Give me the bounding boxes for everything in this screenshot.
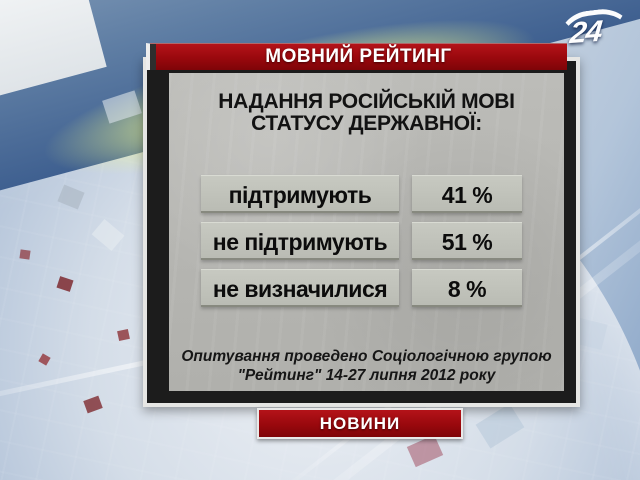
poll-option-value: 8 % <box>412 269 522 307</box>
poll-rows: підтримують 41 % не підтримують 51 % не … <box>169 175 564 307</box>
poll-row: підтримують 41 % <box>201 175 564 213</box>
channel-logo: 24 <box>557 5 635 66</box>
poll-title-line2: СТАТУСУ ДЕРЖАВНОЇ: <box>251 112 482 135</box>
poll-title: НАДАННЯ РОСІЙСЬКІЙ МОВІ СТАТУСУ ДЕРЖАВНО… <box>169 91 564 135</box>
poll-option-value: 51 % <box>412 222 522 260</box>
poll-option-label: підтримують <box>201 175 399 213</box>
poll-row: не визначилися 8 % <box>201 269 564 307</box>
decorative-cube <box>19 249 31 260</box>
poll-option-label: не визначилися <box>201 269 399 307</box>
logo-text: 24 <box>568 14 604 51</box>
poll-option-value: 41 % <box>412 175 522 213</box>
header-banner: МОВНИЙ РЕЙТИНГ <box>146 43 567 70</box>
poll-option-label: не підтримують <box>201 222 399 260</box>
poll-source-line2: "Рейтинг" 14-27 липня 2012 року <box>237 367 496 384</box>
poll-panel-content: НАДАННЯ РОСІЙСЬКІЙ МОВІ СТАТУСУ ДЕРЖАВНО… <box>169 73 564 391</box>
footer-banner: НОВИНИ <box>257 408 463 439</box>
poll-source: Опитування проведено Соціологічною групо… <box>169 347 564 385</box>
poll-source-line1: Опитування проведено Соціологічною групо… <box>181 348 552 365</box>
poll-panel: НАДАННЯ РОСІЙСЬКІЙ МОВІ СТАТУСУ ДЕРЖАВНО… <box>143 57 580 407</box>
poll-row: не підтримують 51 % <box>201 222 564 260</box>
poll-title-line1: НАДАННЯ РОСІЙСЬКІЙ МОВІ <box>218 90 515 113</box>
